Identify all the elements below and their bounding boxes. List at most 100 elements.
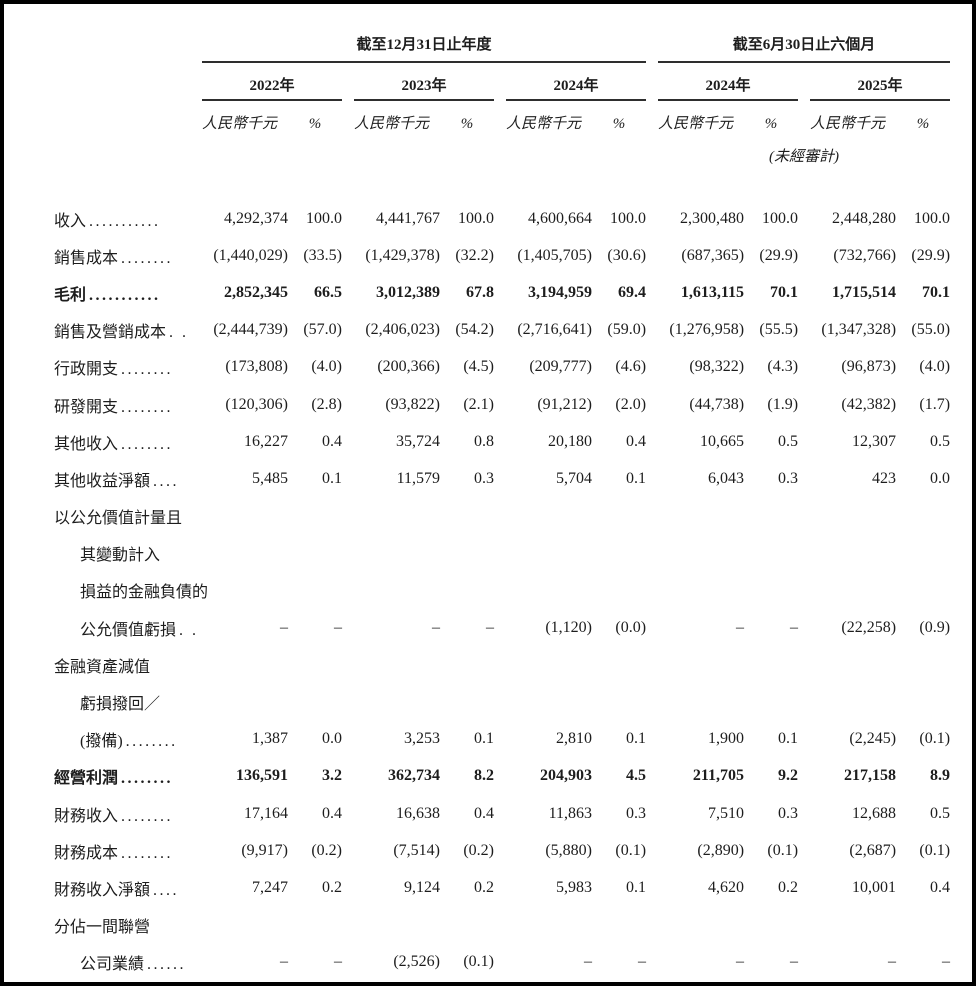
row-label: 銷售成本........ [54, 249, 174, 267]
cell-percent [288, 646, 342, 683]
column-spacer [798, 758, 810, 795]
cell-percent [896, 535, 950, 572]
table-row: 以公允價值計量且 [54, 498, 950, 535]
cell-percent: – [942, 953, 951, 971]
cell-amount: 20,180 [548, 432, 592, 450]
column-spacer [798, 683, 810, 720]
column-spacer [798, 100, 810, 136]
cell-amount [506, 572, 592, 609]
cell-percent [288, 572, 342, 609]
table-row: 財務收入........ 17,164 0.4 16,638 0.4 11,863 0.3 7… [54, 795, 950, 832]
cell-percent: 0.1 [626, 878, 647, 896]
cell-amount: 3,012,389 [376, 283, 440, 301]
column-spacer [646, 795, 658, 832]
cell-amount: 2,810 [556, 730, 592, 748]
cell-percent: (1.9) [767, 395, 799, 413]
cell-percent: (32.2) [455, 246, 494, 264]
cell-percent: (0.1) [463, 953, 494, 971]
cell-percent: 8.9 [930, 767, 951, 785]
cell-amount: 423 [872, 469, 897, 487]
column-spacer [646, 349, 658, 386]
cell-amount [506, 683, 592, 720]
cell-percent [744, 646, 798, 683]
cell-amount: – [736, 953, 745, 971]
cell-amount: 6,043 [708, 469, 745, 487]
column-spacer [494, 795, 506, 832]
cell-percent [288, 498, 342, 535]
cell-amount: 16,227 [244, 432, 288, 450]
cell-amount: 7,247 [252, 878, 288, 896]
cell-percent: (0.1) [919, 730, 951, 748]
cell-amount [658, 646, 744, 683]
column-spacer [494, 100, 506, 136]
dot-leader: ........ [125, 733, 178, 751]
column-spacer [342, 237, 354, 274]
cell-percent [592, 572, 646, 609]
row-label: 金融資產減值 [54, 658, 151, 676]
column-spacer [798, 869, 810, 906]
cell-percent: 0.4 [322, 804, 342, 822]
cell-amount: (2,406,023) [365, 321, 440, 339]
cell-percent: (33.5) [303, 246, 342, 264]
column-spacer [494, 312, 506, 349]
cell-percent: 3.2 [322, 767, 342, 785]
column-spacer [646, 423, 658, 460]
column-spacer [494, 683, 506, 720]
column-spacer [646, 683, 658, 720]
cell-amount [202, 646, 288, 683]
cell-percent: 0.3 [474, 469, 494, 487]
dot-leader: .... [153, 881, 180, 899]
cell-amount: 4,620 [708, 878, 745, 896]
cell-amount [658, 907, 744, 944]
cell-amount: 1,715,514 [832, 283, 897, 301]
period-header-row: 截至12月31日止年度 截至6月30日止六個月 [54, 14, 951, 63]
table-row: 其變動計入 [54, 535, 950, 572]
cell-percent: 4.5 [626, 767, 647, 785]
column-spacer [342, 944, 354, 981]
column-spacer [342, 683, 354, 720]
table-row: 損益的金融負債的 [54, 572, 950, 609]
column-spacer [798, 460, 810, 497]
cell-amount [810, 535, 896, 572]
cell-amount [506, 498, 592, 535]
cell-amount: (1,120) [545, 618, 592, 636]
column-spacer [342, 274, 354, 311]
column-spacer [494, 572, 506, 609]
column-spacer [798, 572, 810, 609]
cell-percent: (0.0) [615, 618, 647, 636]
cell-percent [896, 907, 950, 944]
label-column-spacer [54, 100, 202, 136]
cell-amount: (687,365) [681, 246, 745, 264]
cell-percent [744, 907, 798, 944]
unit-header: 人民幣千元 [202, 116, 278, 132]
column-spacer [646, 721, 658, 758]
column-spacer [798, 237, 810, 274]
label-column-spacer [54, 14, 202, 62]
cell-percent: – [790, 618, 799, 636]
cell-amount [810, 907, 896, 944]
cell-percent: 100.0 [914, 209, 951, 227]
cell-amount: 2,448,280 [832, 209, 897, 227]
cell-amount: (5,880) [545, 841, 592, 859]
cell-percent: 0.4 [626, 432, 647, 450]
cell-percent [440, 683, 494, 720]
cell-percent [896, 572, 950, 609]
cell-amount: 7,510 [708, 804, 745, 822]
cell-percent [744, 498, 798, 535]
column-spacer [342, 535, 354, 572]
dot-leader: ........ [121, 770, 174, 788]
cell-percent [440, 498, 494, 535]
cell-amount: 10,665 [700, 432, 745, 450]
column-spacer [494, 460, 506, 497]
cell-amount: 17,164 [244, 804, 288, 822]
column-spacer [494, 758, 506, 795]
cell-amount: (9,917) [241, 841, 288, 859]
column-spacer [798, 349, 810, 386]
column-spacer [646, 758, 658, 795]
dot-leader: . . [169, 324, 189, 342]
cell-percent: 0.4 [930, 878, 951, 896]
column-spacer [646, 312, 658, 349]
cell-amount: 1,613,115 [680, 283, 745, 301]
cell-amount [202, 572, 288, 609]
cell-percent [592, 535, 646, 572]
